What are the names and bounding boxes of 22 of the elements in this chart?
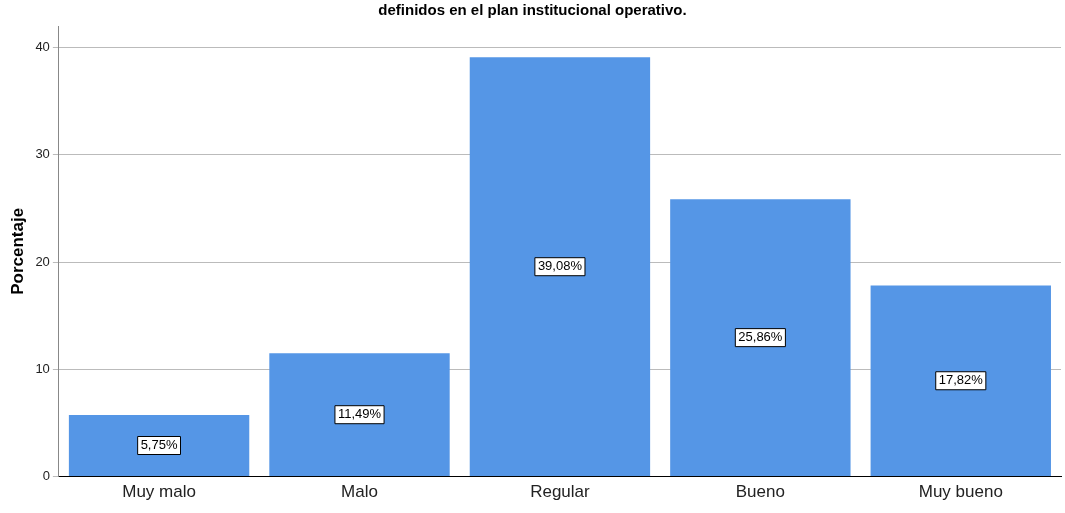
data-label: 11,49% [337, 406, 382, 422]
chart-title: definidos en el plan institucional operativo. [378, 1, 687, 19]
x-tick-label: Muy malo [122, 482, 196, 502]
data-label: 5,75% [140, 437, 178, 453]
y-tick-label: 40 [35, 39, 50, 55]
y-tick-label: 20 [35, 253, 50, 269]
y-tick-label: 10 [35, 360, 50, 376]
y-tick-label: 0 [42, 468, 50, 484]
bar [670, 199, 851, 477]
bar [870, 285, 1051, 477]
bar [469, 57, 651, 477]
y-axis-title: Porcentaje [7, 207, 27, 295]
bar [269, 353, 450, 477]
data-label: 39,08% [537, 258, 583, 274]
x-tick-label: Muy bueno [918, 482, 1003, 502]
bar [68, 414, 250, 477]
x-tick-label: Regular [530, 482, 591, 502]
data-label: 17,82% [938, 372, 984, 388]
data-label: 25,86% [738, 329, 783, 345]
x-tick-label: Malo [341, 482, 378, 502]
y-tick-label: 30 [35, 146, 50, 162]
x-tick-label: Bueno [735, 482, 785, 502]
